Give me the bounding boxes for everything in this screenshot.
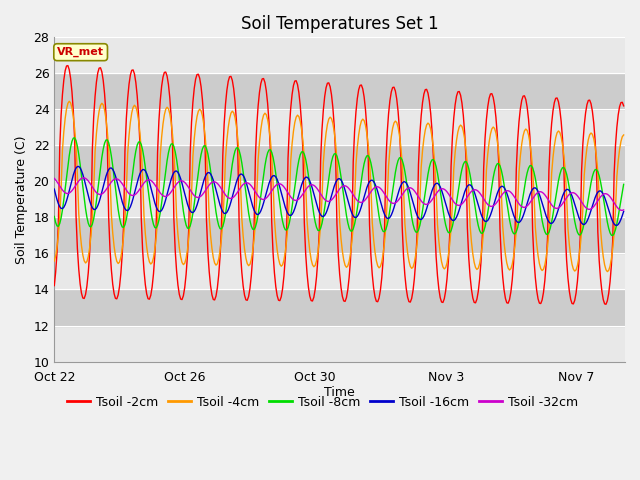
X-axis label: Time: Time xyxy=(324,385,355,398)
Text: VR_met: VR_met xyxy=(57,47,104,57)
Title: Soil Temperatures Set 1: Soil Temperatures Set 1 xyxy=(241,15,438,33)
Y-axis label: Soil Temperature (C): Soil Temperature (C) xyxy=(15,135,28,264)
Bar xyxy=(54,145,625,181)
Bar xyxy=(54,181,625,217)
Bar xyxy=(54,289,625,325)
Bar xyxy=(54,73,625,109)
Bar xyxy=(54,325,625,361)
Bar xyxy=(54,109,625,145)
Bar xyxy=(54,217,625,253)
Bar xyxy=(54,37,625,73)
Bar xyxy=(54,253,625,289)
Legend: Tsoil -2cm, Tsoil -4cm, Tsoil -8cm, Tsoil -16cm, Tsoil -32cm: Tsoil -2cm, Tsoil -4cm, Tsoil -8cm, Tsoi… xyxy=(62,391,583,414)
